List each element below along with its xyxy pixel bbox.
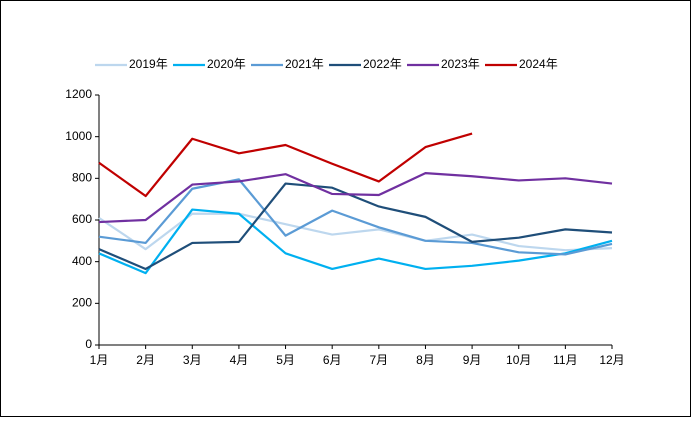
x-tick-label: 8月: [416, 353, 435, 367]
x-tick-label: 9月: [463, 353, 482, 367]
x-tick-label: 12月: [599, 353, 624, 367]
y-tick-label: 1000: [65, 129, 92, 143]
x-tick-label: 7月: [369, 353, 388, 367]
y-tick-label: 600: [72, 212, 92, 226]
legend-label: 2023年: [441, 57, 480, 71]
y-tick-label: 200: [72, 296, 92, 310]
series-line: [98, 208, 613, 275]
legend-label: 2020年: [207, 57, 246, 71]
series-line: [98, 172, 613, 224]
x-tick-label: 3月: [183, 353, 202, 367]
y-tick-label: 0: [85, 337, 92, 351]
y-tick-label: 1200: [65, 87, 92, 101]
series-line: [98, 132, 473, 198]
series-line: [98, 182, 613, 271]
x-tick-label: 2月: [136, 353, 155, 367]
series-line: [98, 178, 613, 256]
y-tick-label: 400: [72, 254, 92, 268]
x-tick-label: 6月: [323, 353, 342, 367]
legend-label: 2019年: [129, 57, 168, 71]
x-tick-label: 11月: [553, 353, 577, 367]
x-tick-label: 10月: [506, 353, 531, 367]
legend-label: 2024年: [519, 57, 558, 71]
x-tick-label: 4月: [230, 353, 249, 367]
legend-label: 2022年: [363, 57, 402, 71]
legend-label: 2021年: [285, 57, 324, 71]
x-tick-label: 1月: [90, 353, 109, 367]
y-tick-label: 800: [72, 171, 92, 185]
x-tick-label: 5月: [276, 353, 295, 367]
